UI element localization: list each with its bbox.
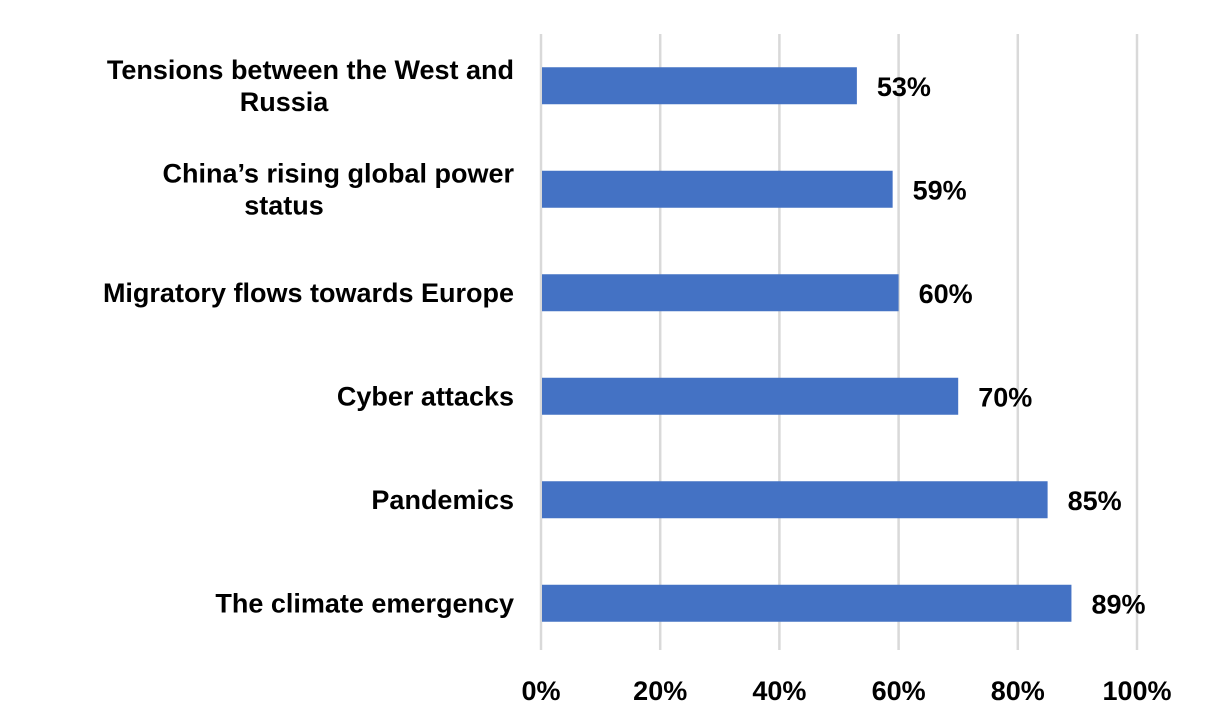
bar-4	[542, 481, 1048, 519]
data-labels: 53% 59% 60% 70% 85% 89%	[877, 72, 1146, 620]
category-label-2: Migratory flows towards Europe	[103, 278, 514, 308]
bar-5	[542, 584, 1072, 622]
x-tick-label-40: 40%	[752, 676, 806, 706]
x-tick-label-0: 0%	[521, 676, 560, 706]
x-tick-label-100: 100%	[1102, 676, 1171, 706]
bar-1	[542, 170, 893, 208]
bars	[542, 67, 1072, 622]
x-axis-tick-labels: 0% 20% 40% 60% 80% 100%	[521, 676, 1171, 706]
category-labels: Tensions between the West and Russia China…	[103, 55, 515, 619]
data-label-3: 70%	[978, 382, 1032, 412]
data-label-5: 89%	[1091, 589, 1145, 619]
category-label-4: Pandemics	[371, 485, 514, 515]
bar-2	[542, 274, 899, 312]
category-label-0: Tensions between the West and Russia	[107, 55, 514, 117]
category-label-5: The climate emergency	[215, 588, 514, 618]
data-label-2: 60%	[919, 279, 973, 309]
category-label-3: Cyber attacks	[337, 381, 514, 411]
x-tick-label-60: 60%	[872, 676, 926, 706]
x-tick-label-80: 80%	[991, 676, 1045, 706]
gridlines	[539, 34, 1139, 650]
bar-3	[542, 377, 959, 415]
bar-0	[542, 67, 857, 105]
data-label-4: 85%	[1068, 486, 1122, 516]
x-tick-label-20: 20%	[633, 676, 687, 706]
data-label-0: 53%	[877, 72, 931, 102]
category-label-1: China’s rising global power status	[162, 158, 514, 220]
data-label-1: 59%	[913, 175, 967, 205]
